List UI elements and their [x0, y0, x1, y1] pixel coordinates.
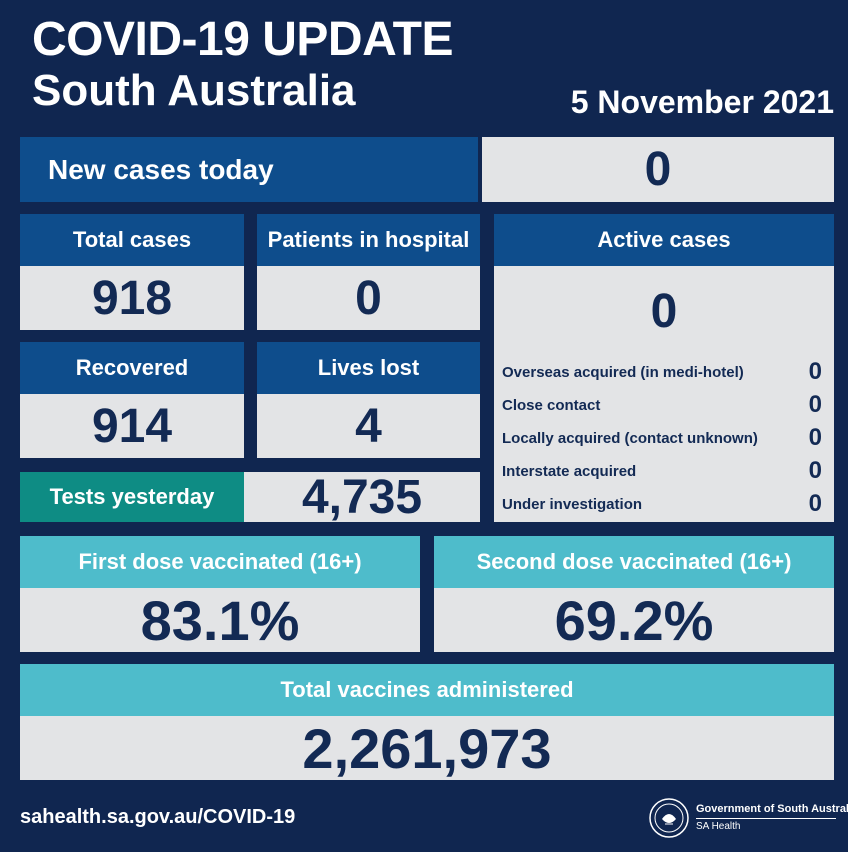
breakdown-value: 0: [808, 358, 822, 385]
gov-dept: SA Health: [696, 821, 741, 832]
patients-in-hospital-label: Patients in hospital: [257, 214, 480, 266]
gov-name: Government of South Australia: [696, 803, 848, 815]
breakdown-row: Locally acquired (contact unknown) 0: [494, 422, 834, 454]
breakdown-row: Overseas acquired (in medi-hotel) 0: [494, 356, 834, 388]
breakdown-value: 0: [808, 424, 822, 451]
active-cases-panel: 0: [494, 266, 834, 522]
breakdown-label: Overseas acquired (in medi-hotel): [502, 363, 744, 381]
lives-lost-value: 4: [257, 394, 480, 458]
update-date: 5 November 2021: [570, 84, 834, 120]
page-title: COVID-19 UPDATE: [32, 13, 454, 66]
active-cases-value: 0: [650, 285, 678, 338]
breakdown-label: Interstate acquired: [502, 462, 637, 480]
footer-url[interactable]: sahealth.sa.gov.au/COVID-19: [20, 806, 296, 828]
first-dose-label: First dose vaccinated (16+): [20, 536, 420, 588]
recovered-value: 914: [20, 394, 244, 458]
first-dose-value: 83.1%: [20, 588, 420, 652]
new-cases-value: 0: [482, 137, 834, 202]
breakdown-label: Under investigation: [502, 495, 643, 513]
breakdown-row: Interstate acquired 0: [494, 455, 834, 487]
breakdown-label: Locally acquired (contact unknown): [502, 429, 758, 447]
page-subtitle: South Australia: [32, 66, 356, 115]
total-cases-value: 918: [20, 266, 244, 330]
breakdown-value: 0: [808, 490, 822, 517]
total-cases-label: Total cases: [20, 214, 244, 266]
total-vaccines-label: Total vaccines administered: [20, 664, 834, 716]
new-cases-label: New cases today: [20, 137, 478, 202]
breakdown-value: 0: [808, 391, 822, 418]
active-cases-label: Active cases: [494, 214, 834, 266]
sa-government-crest-icon: [649, 798, 689, 838]
patients-in-hospital-value: 0: [257, 266, 480, 330]
second-dose-label: Second dose vaccinated (16+): [434, 536, 834, 588]
breakdown-value: 0: [808, 457, 822, 484]
second-dose-value: 69.2%: [434, 588, 834, 652]
tests-yesterday-value: 4,735: [244, 471, 480, 524]
breakdown-label: Close contact: [502, 396, 601, 414]
gov-divider: [696, 818, 836, 819]
breakdown-row: Under investigation 0: [494, 488, 834, 520]
tests-yesterday-label: Tests yesterday: [20, 472, 244, 522]
recovered-label: Recovered: [20, 342, 244, 394]
breakdown-row: Close contact 0: [494, 389, 834, 421]
total-vaccines-value: 2,261,973: [20, 716, 834, 780]
lives-lost-label: Lives lost: [257, 342, 480, 394]
gov-logo-block: Government of South Australia SA Health: [646, 797, 848, 839]
